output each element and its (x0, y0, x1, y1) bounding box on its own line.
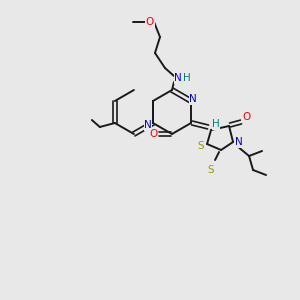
Text: N: N (189, 94, 197, 104)
Text: S: S (198, 141, 204, 151)
Text: H: H (183, 73, 191, 83)
Text: H: H (212, 119, 220, 129)
Text: N: N (144, 120, 152, 130)
Text: O: O (242, 112, 250, 122)
Text: S: S (208, 165, 214, 175)
Text: N: N (174, 73, 182, 83)
Text: N: N (235, 137, 243, 147)
Text: O: O (149, 129, 157, 139)
Text: O: O (146, 17, 154, 27)
